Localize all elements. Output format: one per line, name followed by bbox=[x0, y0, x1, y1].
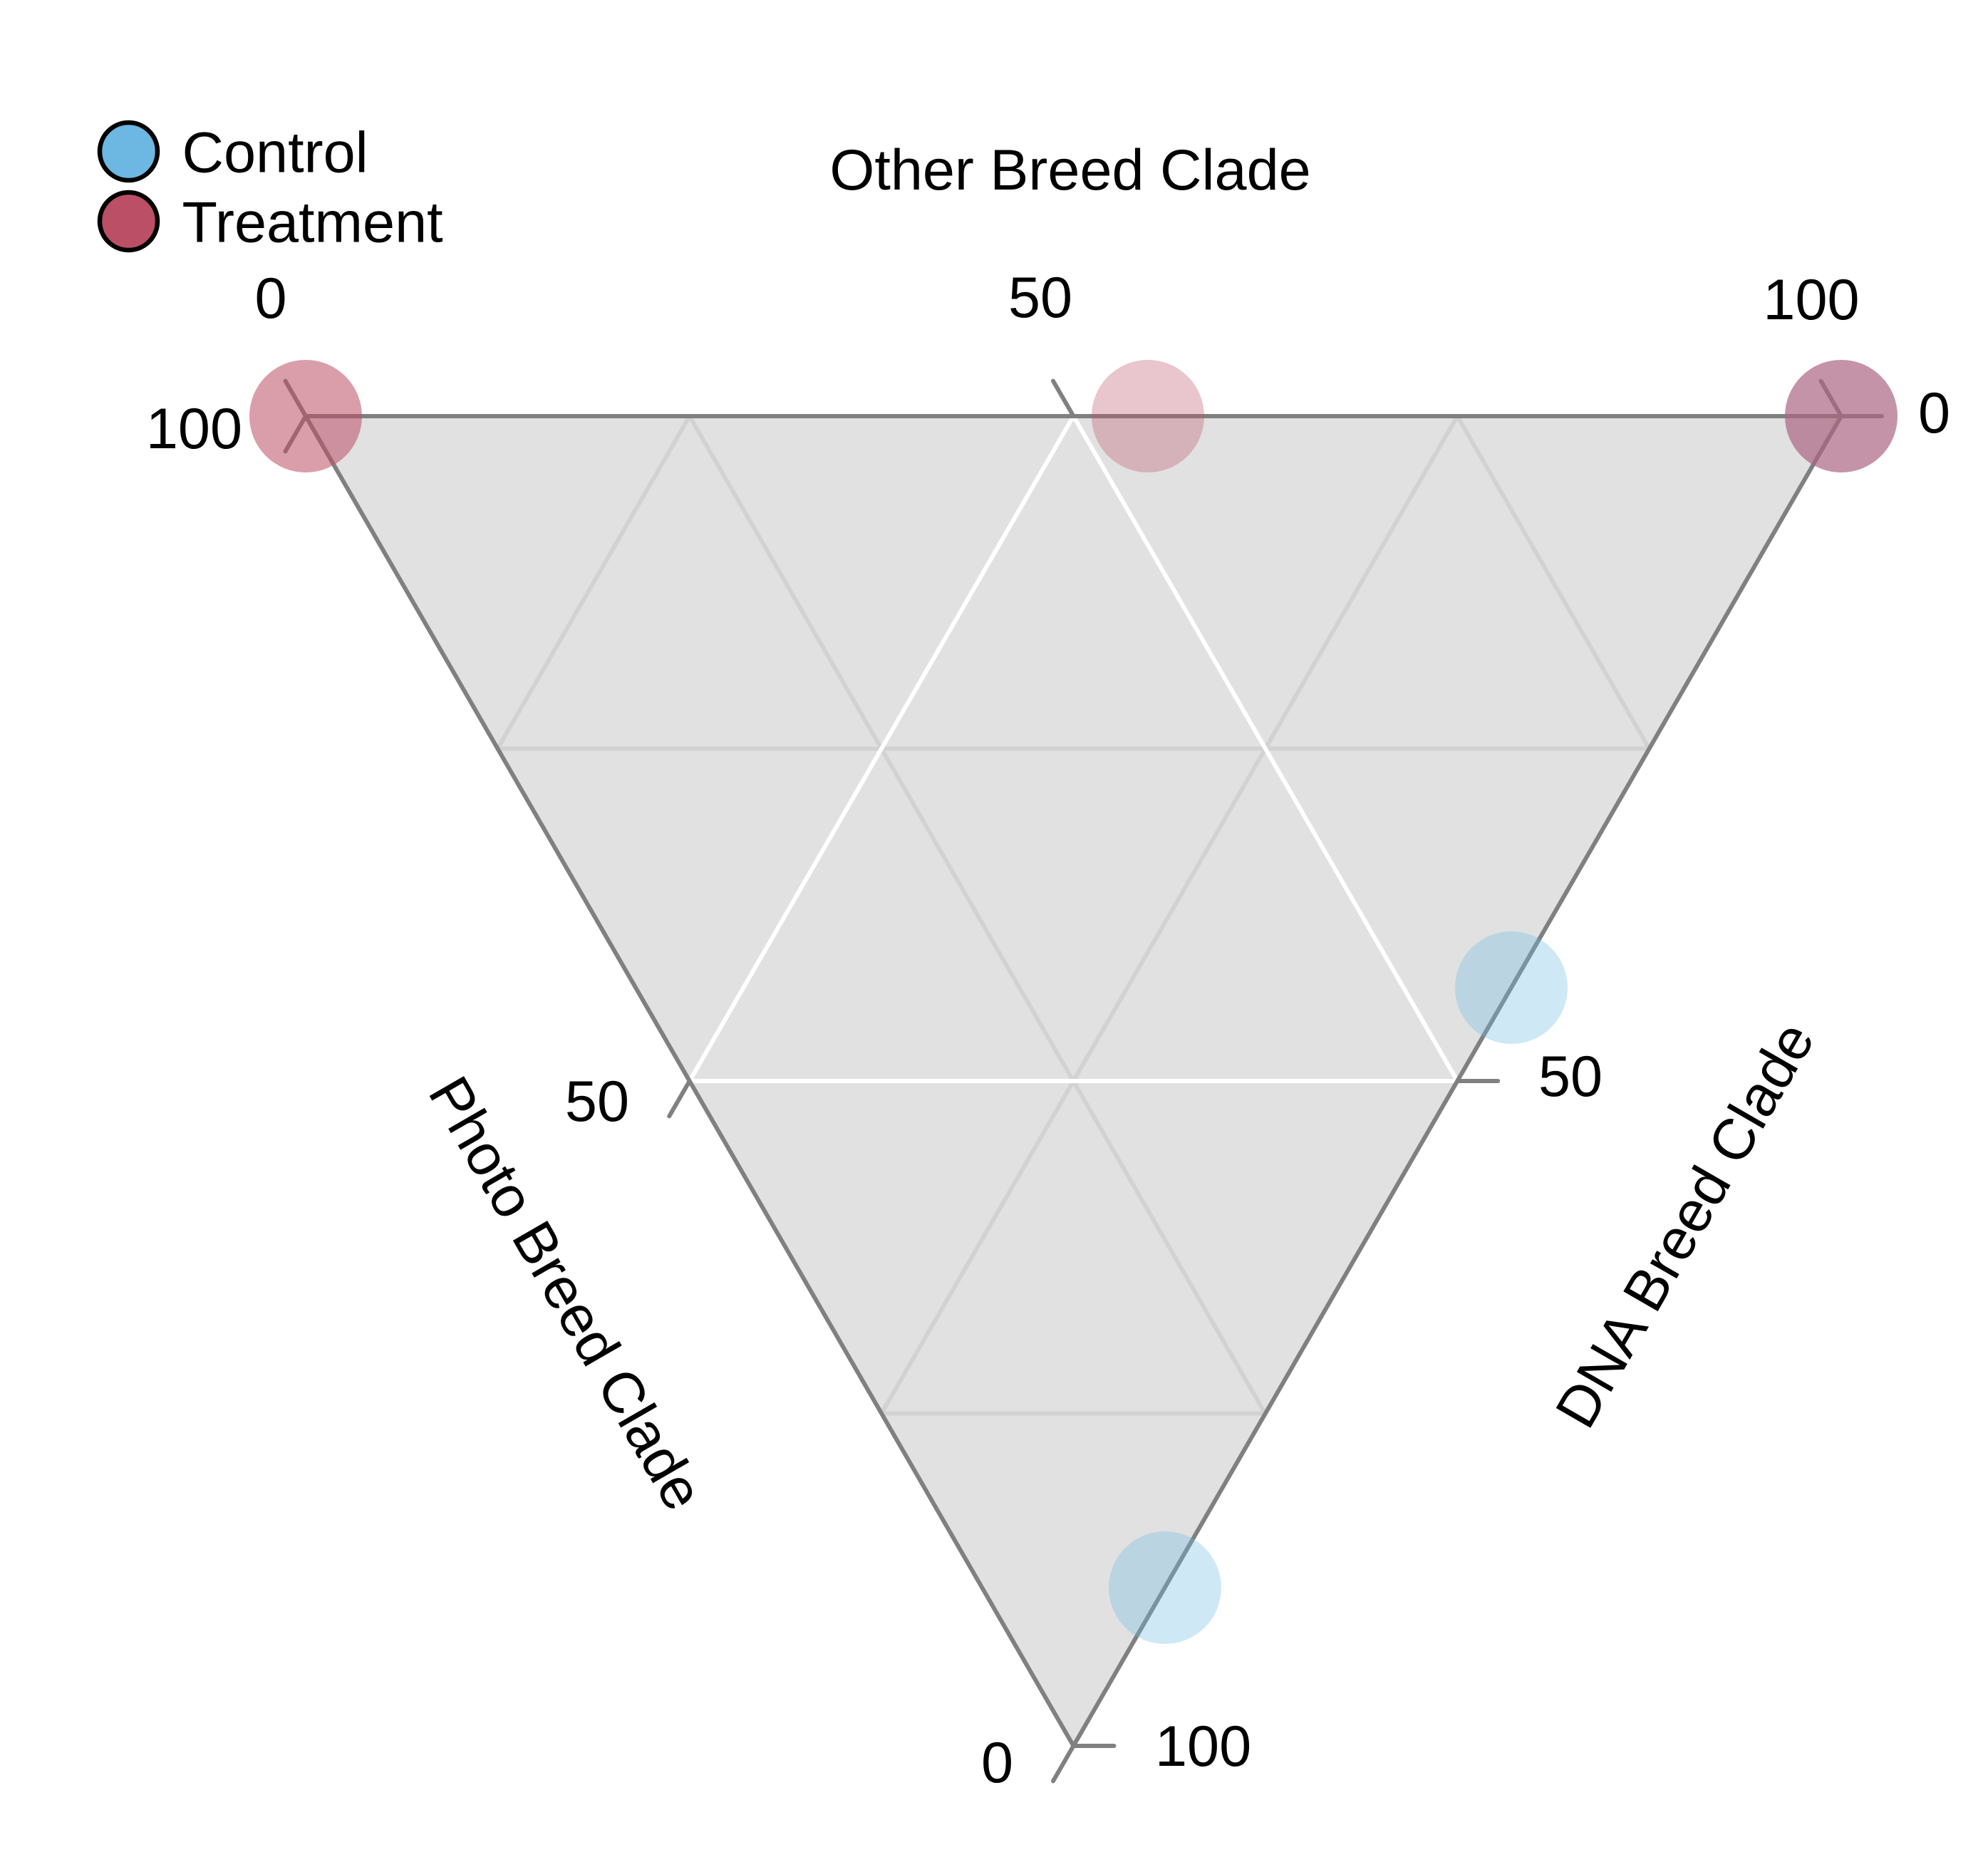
svg-text:50: 50 bbox=[1008, 266, 1072, 330]
svg-text:100: 100 bbox=[146, 397, 242, 461]
svg-text:Control: Control bbox=[182, 121, 368, 185]
svg-text:0: 0 bbox=[981, 1731, 1013, 1795]
svg-text:100: 100 bbox=[1763, 268, 1859, 332]
svg-text:0: 0 bbox=[254, 267, 286, 331]
svg-text:50: 50 bbox=[565, 1070, 629, 1134]
svg-text:0: 0 bbox=[1918, 381, 1950, 445]
svg-text:50: 50 bbox=[1538, 1045, 1603, 1109]
svg-text:Other Breed Clade: Other Breed Clade bbox=[829, 138, 1310, 202]
svg-text:Treatment: Treatment bbox=[182, 191, 443, 255]
svg-text:100: 100 bbox=[1155, 1715, 1251, 1779]
